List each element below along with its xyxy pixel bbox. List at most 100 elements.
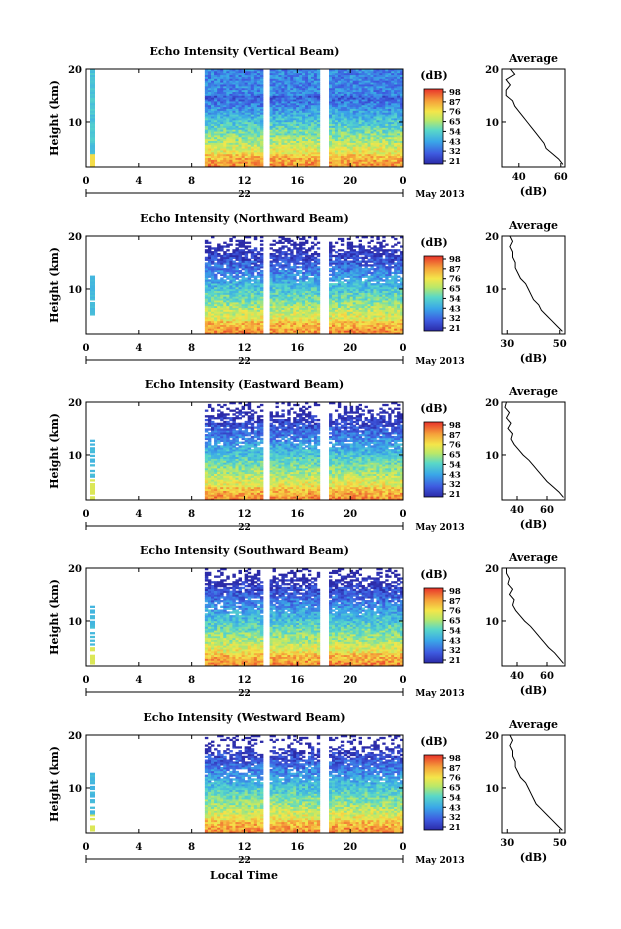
heatmap-cell bbox=[337, 72, 342, 76]
heatmap-cell bbox=[382, 332, 386, 335]
heatmap-cell bbox=[305, 140, 309, 143]
heatmap-cell bbox=[334, 151, 339, 155]
heatmap-cell bbox=[90, 114, 95, 117]
heatmap-cell bbox=[217, 127, 221, 130]
heatmap-cell bbox=[241, 163, 246, 166]
heatmap-cell bbox=[313, 133, 318, 136]
heatmap-cell bbox=[210, 121, 215, 125]
heatmap-cell bbox=[293, 116, 297, 119]
heatmap-cell bbox=[334, 69, 339, 72]
heatmap-cell bbox=[394, 150, 398, 153]
colorbar-tick-label: 65 bbox=[449, 118, 461, 128]
heatmap-cell bbox=[250, 332, 255, 335]
heatmap-cell bbox=[307, 290, 312, 293]
heatmap-cell bbox=[302, 72, 306, 76]
heatmap-cell bbox=[358, 116, 362, 119]
heatmap-cell bbox=[253, 110, 258, 113]
heatmap-cell bbox=[232, 275, 236, 278]
heatmap-cell bbox=[391, 114, 395, 117]
heatmap-cell bbox=[370, 69, 374, 72]
heatmap-cell bbox=[316, 76, 321, 79]
heatmap-cell bbox=[226, 129, 230, 132]
heatmap-cell bbox=[310, 266, 315, 269]
heatmap-cell bbox=[290, 78, 294, 81]
heatmap-cell bbox=[299, 309, 303, 312]
average-title: Average bbox=[508, 52, 558, 65]
heatmap-cell bbox=[281, 324, 285, 327]
heatmap-cell bbox=[316, 121, 321, 125]
heatmap-cell bbox=[210, 142, 215, 145]
heatmap-cell bbox=[361, 125, 365, 128]
heatmap-cell bbox=[250, 144, 255, 147]
heatmap-cell bbox=[256, 69, 261, 72]
heatmap-cell bbox=[256, 108, 261, 111]
heatmap-cell bbox=[305, 290, 309, 293]
heatmap-cell bbox=[307, 311, 312, 314]
heatmap-cell bbox=[343, 328, 348, 331]
heatmap-cell bbox=[290, 82, 294, 85]
heatmap-cell bbox=[241, 123, 246, 126]
heatmap-cell bbox=[343, 134, 348, 138]
heatmap-cell bbox=[382, 155, 386, 158]
heatmap-cell bbox=[307, 69, 312, 72]
heatmap-cell bbox=[226, 125, 230, 128]
heatmap-cell bbox=[373, 118, 377, 121]
heatmap-cell bbox=[379, 110, 383, 113]
heatmap-cell bbox=[290, 298, 294, 301]
heatmap-cell bbox=[278, 303, 282, 307]
heatmap-cell bbox=[214, 288, 218, 292]
heatmap-cell bbox=[217, 78, 221, 81]
heatmap-cell bbox=[210, 286, 215, 290]
heatmap-cell bbox=[305, 114, 309, 117]
heatmap-cell bbox=[343, 91, 348, 94]
heatmap-cell bbox=[364, 74, 368, 77]
heatmap-cell bbox=[241, 262, 246, 265]
heatmap-cell bbox=[256, 150, 261, 153]
heatmap-cell bbox=[305, 313, 309, 316]
heatmap-cell bbox=[204, 72, 209, 76]
heatmap-cell bbox=[346, 146, 351, 149]
heatmap-cell bbox=[232, 298, 236, 301]
heatmap-cell bbox=[259, 157, 264, 160]
heatmap-cell bbox=[217, 279, 221, 282]
heatmap-cell bbox=[397, 74, 401, 77]
heatmap-cell bbox=[214, 326, 218, 329]
heatmap-cell bbox=[382, 330, 386, 333]
heatmap-cell bbox=[281, 296, 285, 299]
heatmap-cell bbox=[229, 74, 233, 77]
heatmap-cell bbox=[253, 133, 258, 136]
heatmap-cell bbox=[244, 69, 249, 72]
heatmap-cell bbox=[352, 91, 357, 94]
heatmap-cell bbox=[247, 70, 252, 74]
heatmap-cell bbox=[250, 133, 255, 136]
heatmap-cell bbox=[244, 131, 249, 134]
heatmap-cell bbox=[214, 87, 218, 91]
heatmap-cell bbox=[259, 80, 264, 83]
heatmap-cell bbox=[217, 69, 221, 72]
heatmap-cell bbox=[229, 72, 233, 76]
heatmap-cell bbox=[349, 119, 354, 123]
heatmap-cell bbox=[275, 104, 279, 108]
heatmap-cell bbox=[275, 106, 279, 109]
heatmap-cell bbox=[278, 127, 282, 130]
heatmap-cell bbox=[352, 102, 357, 106]
heatmap-cell bbox=[361, 150, 365, 153]
heatmap-cell bbox=[305, 277, 309, 280]
heatmap-cell bbox=[302, 112, 306, 115]
heatmap-cell bbox=[259, 140, 264, 143]
heatmap-cell bbox=[287, 161, 291, 164]
heatmap-cell bbox=[382, 108, 386, 111]
heatmap-cell bbox=[90, 69, 95, 72]
heatmap-cell bbox=[235, 134, 239, 138]
heatmap-cell bbox=[217, 129, 221, 132]
heatmap-cell bbox=[247, 146, 252, 149]
heatmap-cell bbox=[204, 84, 209, 87]
heatmap-cell bbox=[355, 106, 360, 109]
heatmap-cell bbox=[284, 121, 288, 125]
heatmap-cell bbox=[376, 121, 380, 125]
heatmap-cell bbox=[310, 165, 315, 168]
heatmap-cell bbox=[244, 114, 249, 117]
heatmap-cell bbox=[278, 110, 282, 113]
heatmap-cell bbox=[316, 303, 321, 307]
heatmap-cell bbox=[256, 144, 261, 147]
